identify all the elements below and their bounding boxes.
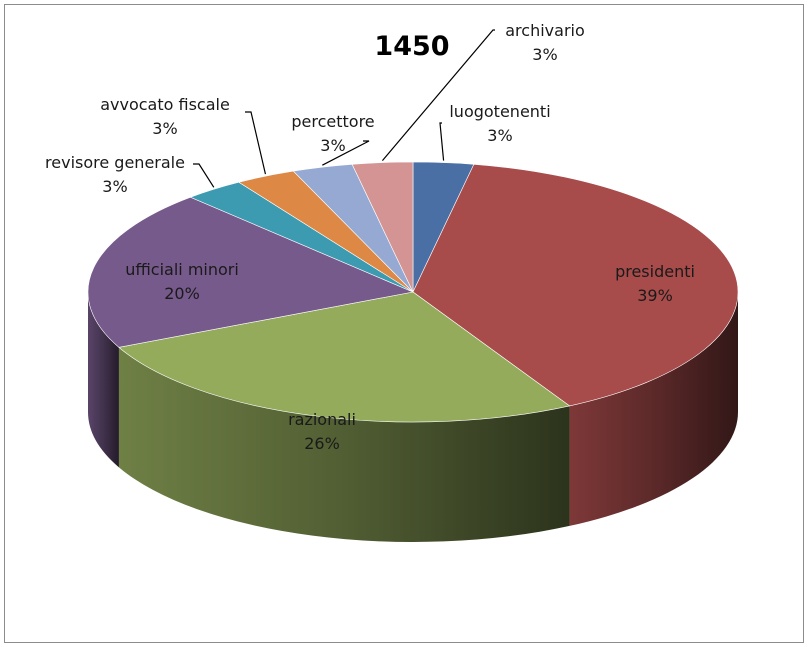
chart-title: 1450 (374, 31, 449, 62)
data-label-value-razionali: 26% (304, 434, 340, 453)
data-label-name-luogotenenti: luogotenenti (449, 102, 550, 121)
slice-side-ufficiali-minori (88, 292, 119, 468)
data-label-name-avvocato-fiscale: avvocato fiscale (100, 95, 230, 114)
data-label-name-ufficiali-minori: ufficiali minori (125, 260, 239, 279)
data-label-name-archivario: archivario (505, 21, 585, 40)
leader-line-luogotenenti (439, 122, 445, 161)
data-label-value-percettore: 3% (320, 136, 345, 155)
slice-side-presidenti (569, 292, 738, 526)
slice-archivario[interactable] (351, 161, 414, 293)
leader-line-archivario (381, 29, 495, 161)
data-label-value-ufficiali-minori: 20% (164, 284, 200, 303)
slice-ufficiali-minori[interactable] (87, 196, 415, 348)
slice-side-razionali (118, 347, 570, 542)
data-label-value-archivario: 3% (532, 45, 557, 64)
data-label-name-revisore-generale: revisore generale (45, 153, 185, 172)
leader-line-percettore (322, 140, 370, 166)
data-label-name-razionali: razionali (288, 410, 356, 429)
data-label-name-percettore: percettore (291, 112, 374, 131)
pie-sides (88, 292, 738, 542)
leader-lines (193, 29, 495, 188)
data-label-value-avvocato-fiscale: 3% (152, 119, 177, 138)
leader-line-revisore-generale (193, 163, 215, 188)
data-label-value-luogotenenti: 3% (487, 126, 512, 145)
slice-razionali[interactable] (118, 291, 571, 423)
data-label-value-presidenti: 39% (637, 286, 673, 305)
pie-tops (87, 161, 739, 423)
data-label-name-presidenti: presidenti (615, 262, 695, 281)
data-labels: luogotenenti 3% presidenti 39% razionali 26% u… (45, 21, 695, 453)
data-label-value-revisore-generale: 3% (102, 177, 127, 196)
slice-presidenti[interactable] (412, 163, 739, 407)
leader-line-avvocato-fiscale (245, 111, 267, 175)
